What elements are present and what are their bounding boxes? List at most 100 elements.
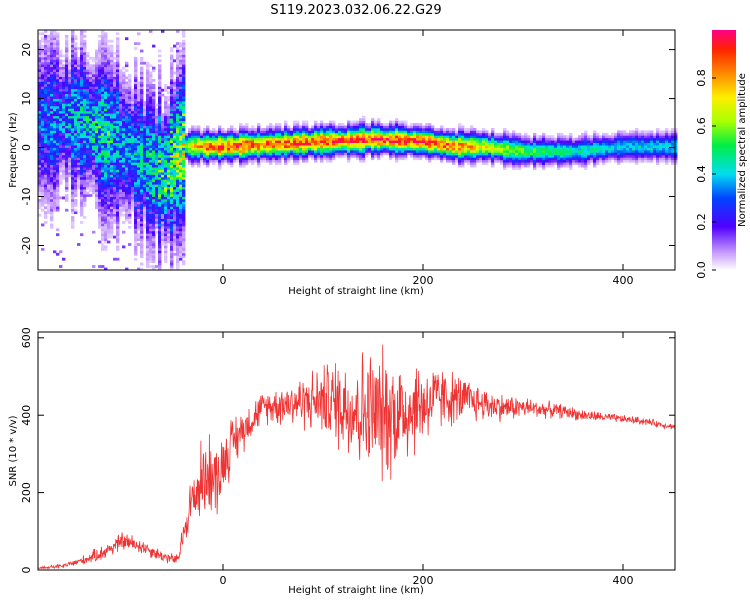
spectrogram-cell (98, 79, 102, 82)
spectrogram-cell (182, 203, 186, 207)
spectrogram-cell (38, 157, 42, 161)
spectrogram-cell (107, 179, 111, 183)
spectrogram-cell (80, 174, 84, 178)
spectrogram-cell (98, 154, 102, 158)
spectrogram-cell (158, 267, 162, 271)
spectrogram-cell (41, 113, 45, 117)
spectrogram-cell (134, 228, 138, 232)
spectrogram-cell (266, 152, 270, 156)
spectrogram-cell (152, 252, 156, 256)
spectrogram-cell (473, 140, 477, 143)
spectrogram-cell (230, 150, 234, 153)
spectrogram-cell (446, 154, 450, 158)
spectrogram-cell (83, 203, 87, 207)
spectrogram-cell (221, 145, 225, 148)
spectrogram-cell (128, 157, 132, 161)
spectrogram-cell (242, 159, 246, 163)
spectrogram-cell (245, 142, 249, 146)
spectrogram-cell (149, 91, 153, 94)
spectrogram-cell (83, 115, 87, 119)
spectrogram-cell (191, 137, 195, 141)
spectrogram-cell (155, 206, 159, 210)
spectrogram-cell (173, 186, 177, 190)
spectrogram-cell (458, 140, 462, 143)
spectrogram-cell (320, 150, 324, 153)
spectrogram-cell (185, 132, 189, 136)
spectrogram-cell (50, 174, 54, 178)
spectrogram-cell (95, 145, 99, 148)
spectrogram-cell (119, 201, 123, 205)
spectrogram-cell (41, 157, 45, 161)
spectrogram-cell (116, 186, 120, 190)
spectrogram-cell (131, 140, 135, 143)
spectrogram-cell (74, 152, 78, 156)
spectrogram-cell (164, 255, 168, 259)
spectrogram-cell (182, 240, 186, 244)
spectrogram-cell (122, 132, 126, 136)
spectrogram-cell (101, 132, 105, 136)
spectrogram-cell (86, 64, 90, 68)
spectrogram-cell (152, 203, 156, 207)
spectrogram-cell (158, 128, 162, 131)
spectrogram-cell (86, 186, 90, 190)
spectrogram-cell (182, 76, 186, 80)
spectrogram-cell (65, 74, 69, 77)
spectrogram-cell (56, 108, 60, 112)
spectrogram-cell (389, 140, 393, 143)
spectrogram-cell (230, 145, 234, 148)
spectrogram-cell (377, 137, 381, 141)
spectrogram-cell (425, 142, 429, 146)
spectrogram-cell (158, 66, 162, 70)
spectrogram-cell (134, 203, 138, 207)
spectrogram-cell (428, 145, 432, 148)
spectrogram-cell (128, 194, 132, 197)
spectrogram-cell (92, 91, 96, 94)
spectrogram-cell (47, 201, 51, 205)
spectrogram-cell (182, 218, 186, 222)
spectrogram-cell (104, 128, 108, 131)
spectrogram-cell (122, 189, 126, 192)
spectrogram-cell (44, 137, 48, 141)
spectrogram-cell (134, 169, 138, 173)
spectrogram-cell (281, 128, 285, 131)
spectrogram-cell (107, 39, 111, 43)
spectrogram-cell (71, 203, 75, 207)
spectrogram-cell (371, 130, 375, 134)
spectrogram-cell (110, 132, 114, 136)
spectrogram-cell (182, 132, 186, 136)
spectrogram-cell (107, 157, 111, 161)
spectrogram-cell (83, 120, 87, 124)
spectrogram-cell (161, 238, 165, 241)
spectrogram-cell (275, 145, 279, 148)
spectrogram-cell (254, 145, 258, 148)
spectrogram-cell (59, 71, 63, 75)
spectrogram-cell (158, 240, 162, 244)
spectrogram-cell (128, 118, 132, 121)
spectrogram-cell (101, 211, 105, 214)
spectrogram-cell (173, 71, 177, 75)
spectrogram-cell (101, 130, 105, 134)
spectrogram-cell (197, 142, 201, 146)
spectrogram-cell (440, 137, 444, 141)
spectrogram-cell (38, 54, 42, 58)
spectrogram-cell (155, 167, 159, 170)
spectrogram-cell (68, 172, 72, 175)
spectrogram-cell (167, 172, 171, 175)
spectrogram-cell (101, 110, 105, 114)
spectrogram-cell (476, 137, 480, 141)
spectrogram-cell (209, 159, 213, 163)
spectrogram-cell (179, 230, 183, 234)
spectrogram-cell (98, 130, 102, 134)
spectrogram-cell (110, 199, 114, 202)
spectrogram-cell (269, 128, 273, 131)
spectrogram-cell (176, 145, 180, 148)
spectrogram-cell (122, 76, 126, 80)
spectrogram-cell (164, 181, 168, 185)
spectrogram-cell (131, 123, 135, 126)
spectrogram-cell (398, 123, 402, 126)
spectrogram-cell (53, 125, 57, 129)
spectrogram-cell (437, 132, 441, 136)
spectrogram-cell (95, 113, 99, 117)
spectrogram-cell (77, 120, 81, 124)
spectrogram-cell (59, 142, 63, 146)
